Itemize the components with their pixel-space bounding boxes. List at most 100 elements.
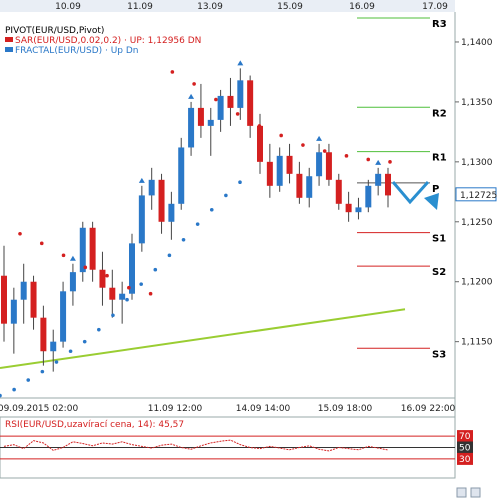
candle-body xyxy=(138,195,145,244)
fractal-up-icon xyxy=(188,93,195,99)
legend-fractal: FRACTAL(EUR/USD) · Up Dn xyxy=(15,46,139,56)
pivot-label-s3: S3 xyxy=(432,349,446,360)
candle-body xyxy=(375,173,382,186)
oscillator-label: RSI(EUR/USD,uzavírací cena, 14): 45,57 xyxy=(5,420,184,430)
current-price-label: 1,12725 xyxy=(460,191,497,201)
price-axis: 1,1400 1,1350 1,1300 1,1250 1,1200 1,1150 xyxy=(455,38,493,348)
candles xyxy=(1,68,391,372)
candle-body xyxy=(109,287,116,300)
forecast-arrow-icon xyxy=(391,180,430,205)
price-tick-label: 1,1350 xyxy=(461,98,493,108)
pivot-label-r1: R1 xyxy=(432,153,447,164)
candle-body xyxy=(20,281,27,300)
top-date-tick: 10.09 xyxy=(55,2,81,12)
candle-body xyxy=(79,227,86,273)
candle-body xyxy=(148,179,155,196)
sar-dot-up xyxy=(0,393,2,398)
trendline-group xyxy=(0,308,406,370)
sar-dot-up xyxy=(26,378,31,382)
oscillator-plot xyxy=(0,435,455,460)
sar-dot-down xyxy=(214,97,218,102)
pivot-label-s1: S1 xyxy=(432,234,446,245)
oscillator-level-badge xyxy=(457,441,473,454)
candle-body xyxy=(89,227,96,270)
sar-dot-down xyxy=(148,291,153,296)
sar-dot-up xyxy=(97,327,101,332)
candle-body xyxy=(345,203,352,213)
oscillator-panel: RSI(EUR/USD,uzavírací cena, 14): 45,57 xyxy=(0,416,456,479)
sar-dot-up xyxy=(195,222,200,226)
top-date-tick: 11.09 xyxy=(127,2,153,12)
sar-dot-up xyxy=(139,282,143,286)
candle-body xyxy=(257,125,263,162)
candle-body xyxy=(188,107,195,148)
plot-area xyxy=(0,12,455,398)
oscillator-level-label: 50 xyxy=(459,444,471,454)
pivot-label-p: P xyxy=(432,184,439,195)
fractal-markers xyxy=(69,60,382,261)
sar-dot-down xyxy=(105,273,109,278)
top-date-tick: 16.09 xyxy=(349,2,375,12)
candle-body xyxy=(247,80,254,126)
candle-body xyxy=(237,80,244,108)
scroll-button-icon[interactable] xyxy=(470,487,481,498)
candle-body xyxy=(227,95,234,108)
candle-body xyxy=(178,147,185,204)
sar-dot-up xyxy=(111,313,115,318)
sar-dot-down xyxy=(388,160,392,164)
sar-dot-up xyxy=(40,369,45,374)
sar-dot-up xyxy=(82,339,87,344)
legend: PIVOT(EUR/USD,Pivot) SAR(EUR/USD,0.02,0.… xyxy=(5,26,201,56)
pivot-levels: R3 R2 R1 P S1 S2 S3 xyxy=(357,17,447,360)
top-date-tick: 17.09 xyxy=(422,2,448,12)
bottom-date-tick: 14.09 14:00 xyxy=(236,404,291,414)
candle-body xyxy=(207,119,214,126)
sar-dot-up xyxy=(54,360,59,364)
candle-body xyxy=(1,275,7,324)
oscillator-level-badge xyxy=(457,452,473,465)
bottom-date-tick: 09.09.2015 02:00 xyxy=(0,404,78,414)
candle-body xyxy=(266,161,273,186)
sar-dot-up xyxy=(125,297,129,302)
candle-body xyxy=(276,155,283,186)
candle-body xyxy=(296,173,303,198)
fractal-up-icon xyxy=(375,159,382,165)
bottom-date-tick: 11.09 12:00 xyxy=(148,404,203,414)
sar-dot-down xyxy=(366,157,371,162)
candle-body xyxy=(50,341,57,352)
candle-body xyxy=(40,317,47,352)
sar-dots xyxy=(0,70,392,398)
top-date-axis: 10.09 11.09 13.09 15.09 16.09 17.09 xyxy=(0,0,455,12)
price-tick-label: 1,1300 xyxy=(461,158,493,168)
forecast-arrow-head-icon xyxy=(424,193,439,210)
pivot-label-r3: R3 xyxy=(432,19,447,30)
sar-dot-up xyxy=(68,349,73,354)
pivot-label-s2: S2 xyxy=(432,267,446,278)
oscillator-level-label: 70 xyxy=(459,432,471,442)
candle-body xyxy=(306,176,313,198)
sar-dot-up xyxy=(181,237,186,242)
candle-body xyxy=(99,269,106,288)
price-tick-label: 1,1400 xyxy=(461,38,493,48)
oscillator-level-badge xyxy=(457,430,473,443)
fractal-up-icon xyxy=(69,255,76,261)
candle-body xyxy=(168,203,175,222)
legend-pivot: PIVOT(EUR/USD,Pivot) xyxy=(5,26,104,36)
candle-body xyxy=(30,281,37,318)
bottom-date-tick: 16.09 22:00 xyxy=(401,404,456,414)
sar-dot-up xyxy=(167,253,172,258)
sar-dot-down xyxy=(257,124,262,128)
sar-dot-down xyxy=(39,241,44,246)
candle-body xyxy=(10,299,17,324)
price-tick-label: 1,1250 xyxy=(461,218,493,228)
candle-body xyxy=(197,107,204,126)
top-date-tick: 15.09 xyxy=(277,2,303,12)
sar-dot-down xyxy=(61,253,66,258)
sar-dot-down xyxy=(301,143,305,147)
candle-body xyxy=(119,293,126,300)
candle-body xyxy=(385,173,391,196)
fractal-up-icon xyxy=(138,177,145,183)
candle-body xyxy=(158,179,165,222)
scroll-button-icon[interactable] xyxy=(456,487,467,498)
oscillator-level-label: 30 xyxy=(459,455,471,465)
